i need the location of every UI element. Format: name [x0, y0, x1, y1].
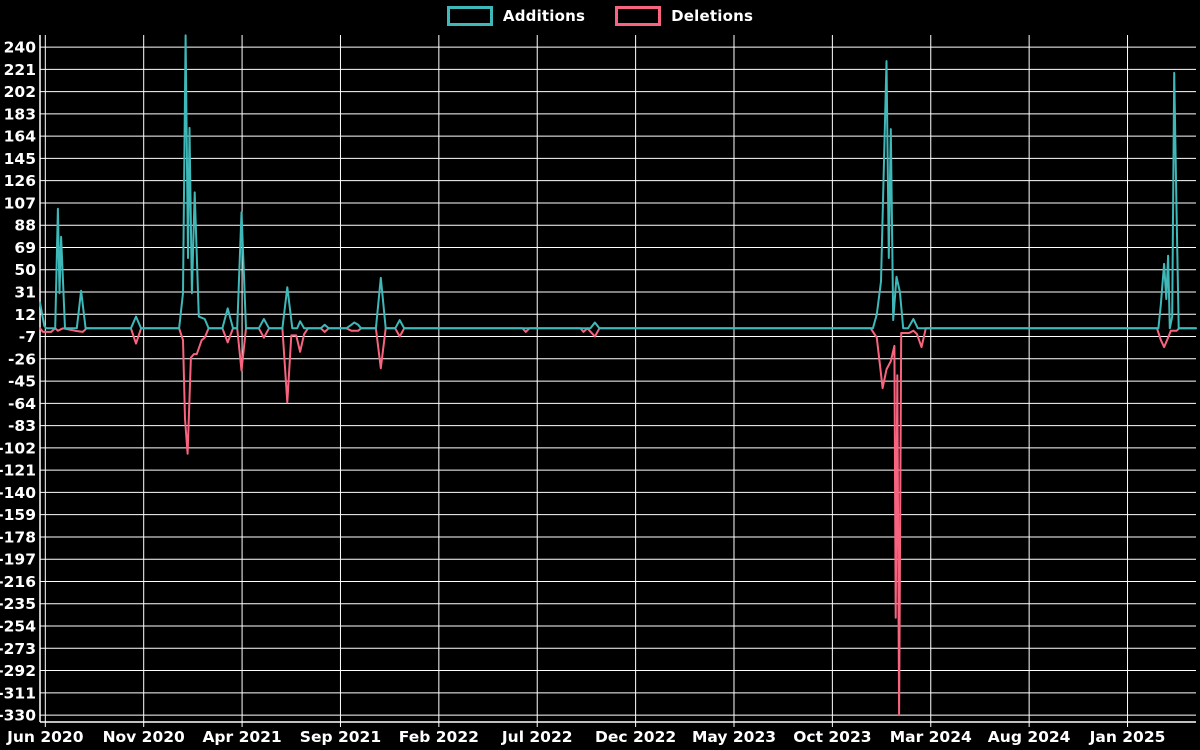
x-tick-label: Sep 2021 — [300, 728, 381, 746]
y-tick-label: 88 — [14, 217, 36, 235]
y-tick-label: 240 — [4, 39, 37, 57]
y-tick-label: 12 — [14, 306, 36, 324]
y-tick-label: -83 — [8, 417, 36, 435]
y-tick-label: -121 — [0, 462, 36, 480]
legend-item-additions[interactable]: Additions — [446, 6, 586, 26]
additions-legend-label: Additions — [502, 7, 586, 25]
y-tick-label: -64 — [8, 395, 36, 413]
x-tick-label: Jul 2022 — [501, 728, 573, 746]
x-tick-label: Apr 2021 — [202, 728, 281, 746]
x-tick-label: Mar 2024 — [890, 728, 972, 746]
y-tick-label: -311 — [0, 684, 36, 702]
y-tick-label: -45 — [8, 373, 36, 391]
deletions-line — [39, 327, 1197, 717]
x-tick-label: Oct 2023 — [793, 728, 871, 746]
y-tick-label: -197 — [0, 551, 36, 569]
deletions-legend-label: Deletions — [671, 7, 754, 25]
y-tick-label: 183 — [4, 105, 36, 123]
y-tick-label: -7 — [19, 328, 36, 346]
y-tick-label: -330 — [0, 707, 36, 725]
y-tick-label: -178 — [0, 528, 36, 546]
y-tick-label: -26 — [8, 350, 36, 368]
y-tick-label: 126 — [4, 172, 36, 190]
y-tick-label: -159 — [0, 506, 36, 524]
y-tick-label: -216 — [0, 573, 36, 591]
deletions-legend-swatch — [615, 6, 662, 26]
y-tick-label: -292 — [0, 662, 36, 680]
x-tick-label: Nov 2020 — [103, 728, 185, 746]
legend-item-deletions[interactable]: Deletions — [615, 6, 753, 26]
y-tick-label: 50 — [14, 261, 36, 279]
x-tick-label: Aug 2024 — [988, 728, 1071, 746]
y-tick-label: 145 — [4, 150, 36, 168]
chart-legend: Additions Deletions — [0, 6, 1200, 26]
y-tick-label: 164 — [4, 128, 37, 146]
y-tick-label: -140 — [0, 484, 36, 502]
x-tick-label: Dec 2022 — [595, 728, 676, 746]
y-tick-label: -102 — [0, 439, 36, 457]
x-tick-label: May 2023 — [692, 728, 776, 746]
y-tick-label: -254 — [0, 618, 36, 636]
y-tick-label: -273 — [0, 640, 36, 658]
y-tick-label: 69 — [14, 239, 36, 257]
y-tick-label: 31 — [14, 284, 36, 302]
additions-legend-swatch — [446, 6, 493, 26]
additions-line — [39, 34, 1197, 330]
y-tick-label: 221 — [4, 61, 36, 79]
y-tick-label: -235 — [0, 595, 36, 613]
x-tick-label: Feb 2022 — [399, 728, 479, 746]
y-tick-label: 202 — [4, 83, 36, 101]
x-tick-label: Jun 2020 — [6, 728, 84, 746]
y-tick-label: 107 — [4, 194, 36, 212]
x-tick-label: Jan 2025 — [1089, 728, 1166, 746]
